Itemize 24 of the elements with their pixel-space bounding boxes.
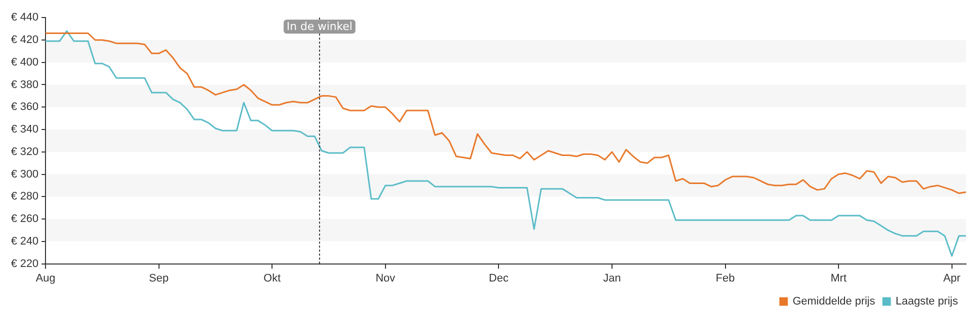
x-tick-label: Feb [716,272,735,284]
y-tick-label: € 400 [10,56,39,68]
x-tick-label: Apr [943,272,961,284]
x-tick-label: Aug [36,272,56,284]
annotation: In de winkel [286,20,352,33]
legend-label: Laagste prijs [896,296,958,308]
x-tick-label: Mrt [830,272,846,284]
y-tick-label: € 360 [10,101,39,114]
y-tick-label: € 300 [10,168,39,180]
y-tick-label: € 380 [10,78,39,91]
y-tick-label: € 220 [10,258,39,270]
y-tick-label: € 260 [10,213,39,226]
y-tick-label: € 240 [10,235,39,248]
y-tick-label: € 420 [10,34,39,46]
y-tick-label: € 280 [10,190,39,203]
legend-label: Gemiddelde prijs [792,296,876,308]
y-tick-label: € 340 [10,124,39,136]
x-tick-label: Dec [488,272,509,284]
x-tick-label: Nov [376,272,396,284]
y-tick-label: € 440 [10,12,39,24]
y-tick-label: € 320 [10,146,39,158]
x-tick-label: Okt [264,272,281,284]
x-tick-label: Jan [603,272,621,284]
x-tick-label: Sep [149,272,169,284]
